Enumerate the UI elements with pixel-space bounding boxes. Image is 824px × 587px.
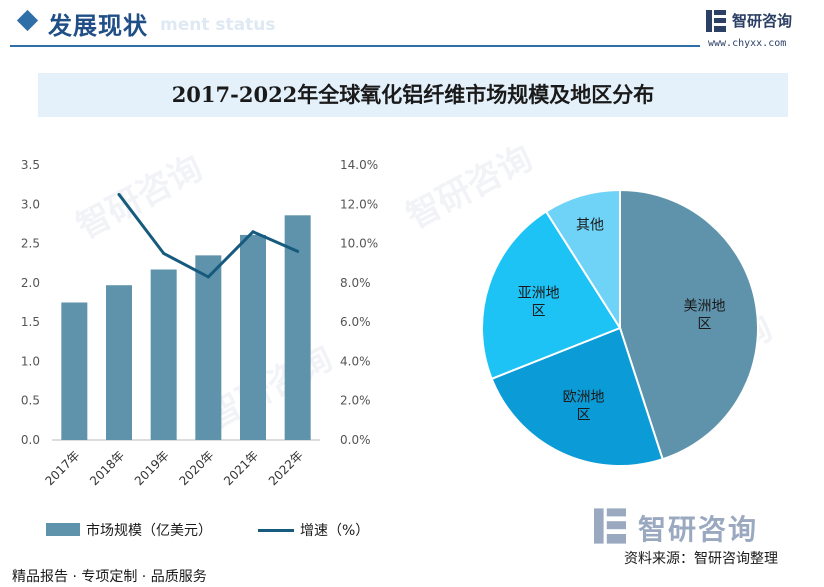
y2-axis-tick-label: 4.0%	[340, 354, 371, 368]
x-axis-tick-label: 2022年	[266, 448, 306, 488]
growth-point	[117, 192, 121, 196]
y2-axis-tick-label: 10.0%	[340, 237, 378, 251]
y2-axis-tick-label: 8.0%	[340, 276, 371, 290]
x-axis-tick-label: 2020年	[176, 448, 216, 488]
y2-axis-tick-label: 12.0%	[340, 197, 378, 211]
y-axis-tick-label: 2.5	[21, 237, 40, 251]
section-header: 发展现状 ment status	[0, 0, 824, 52]
brand-name: 智研咨询	[732, 12, 793, 30]
growth-point	[296, 249, 300, 253]
bar	[150, 269, 177, 440]
growth-point	[162, 251, 166, 255]
y2-axis-tick-label: 0.0%	[340, 433, 371, 447]
header-divider	[10, 45, 700, 47]
section-title: 发展现状	[48, 12, 148, 40]
y2-axis-tick-label: 14.0%	[340, 158, 378, 172]
y2-axis-tick-label: 6.0%	[340, 315, 371, 329]
pie-slice-label: 区	[532, 304, 546, 320]
pie-slice	[544, 188, 621, 332]
bar	[106, 285, 132, 440]
chart-canvas: 0.0 0.5 1.0 1.5 2.0 2.5 3.0 3.5 0.0% 2.0% 4.0% 6.0%…	[21, 158, 759, 488]
y-axis-tick-label: 2.0	[21, 276, 40, 290]
legend-label-market-size: 市场规模（亿美元）	[86, 523, 212, 539]
pie-slice-label: 美洲地	[684, 299, 726, 315]
x-axis-tick-label: 2021年	[221, 448, 261, 488]
bar	[61, 302, 88, 440]
pie-slice	[481, 210, 622, 381]
pie-slice	[619, 188, 759, 461]
diamond-icon	[16, 9, 39, 32]
x-axis-tick-label: 2018年	[87, 448, 127, 488]
brand-logo-icon	[594, 508, 626, 544]
y-axis-tick-label: 0.5	[21, 394, 40, 408]
x-axis-tick-label: 2017年	[42, 448, 82, 488]
y-axis-tick-label: 0.0	[21, 433, 40, 447]
pie-slice-label: 其他	[576, 218, 604, 234]
chart-title: 2017-2022年全球氧化铝纤维市场规模及地区分布	[171, 82, 655, 107]
bar	[240, 234, 266, 440]
y-axis-tick-label: 3.0	[21, 197, 40, 211]
section-subtitle-english: ment status	[160, 15, 276, 35]
footer-tagline: 精品报告 · 专项定制 · 品质服务	[12, 569, 207, 585]
growth-point	[251, 230, 255, 234]
data-source: 资料来源：智研咨询整理	[624, 551, 778, 567]
growth-point	[206, 275, 210, 279]
y-axis-tick-label: 1.0	[21, 354, 40, 368]
x-axis-tick-label: 2019年	[132, 448, 172, 488]
pie-slice-label: 区	[577, 407, 591, 423]
brand-logo-icon	[706, 10, 726, 32]
footer-brand-logo: 智研咨询	[594, 508, 814, 548]
legend-swatch-line	[258, 529, 294, 532]
pie-slice-label: 亚洲地	[518, 286, 560, 302]
y-axis-tick-label: 3.5	[21, 158, 40, 172]
brand-logo: 智研咨询 www.chyxx.com	[706, 8, 818, 49]
bar	[195, 255, 222, 440]
brand-url: www.chyxx.com	[708, 38, 787, 49]
pie-slice-label: 区	[698, 317, 712, 333]
pie-slice-label: 欧洲地	[563, 389, 605, 405]
y-axis-tick-label: 1.5	[21, 315, 40, 329]
legend-swatch-bar	[46, 523, 80, 536]
legend-label-growth: 增速（%）	[300, 523, 370, 539]
chart-title-banner: 2017-2022年全球氧化铝纤维市场规模及地区分布	[38, 73, 788, 117]
y2-axis-tick-label: 2.0%	[340, 394, 371, 408]
footer-brand-name: 智研咨询	[638, 513, 759, 546]
